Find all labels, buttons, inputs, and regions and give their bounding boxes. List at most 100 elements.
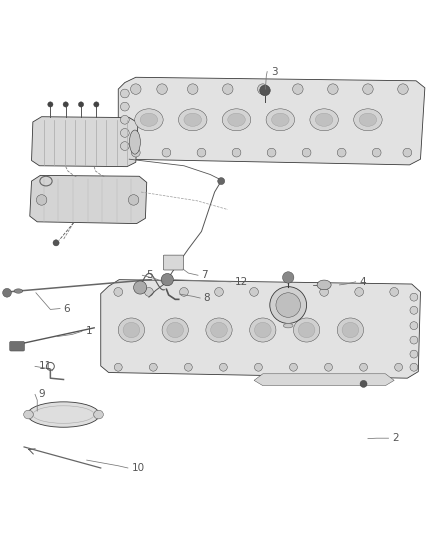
Circle shape xyxy=(395,364,403,371)
Ellipse shape xyxy=(298,322,315,338)
Ellipse shape xyxy=(118,318,145,342)
Circle shape xyxy=(197,148,206,157)
Circle shape xyxy=(360,381,367,387)
Ellipse shape xyxy=(283,324,293,328)
Text: 8: 8 xyxy=(204,293,210,303)
Circle shape xyxy=(258,84,268,94)
Circle shape xyxy=(161,273,173,286)
Circle shape xyxy=(53,240,59,246)
Circle shape xyxy=(184,364,192,371)
Polygon shape xyxy=(101,280,420,378)
Circle shape xyxy=(260,85,270,96)
Circle shape xyxy=(120,115,129,124)
Ellipse shape xyxy=(254,322,271,338)
Ellipse shape xyxy=(272,113,289,126)
Text: 5: 5 xyxy=(146,270,152,280)
Circle shape xyxy=(363,84,373,94)
Circle shape xyxy=(114,287,123,296)
Circle shape xyxy=(270,287,307,324)
Circle shape xyxy=(145,287,153,296)
Circle shape xyxy=(134,281,147,294)
Circle shape xyxy=(328,84,338,94)
Circle shape xyxy=(267,148,276,157)
Circle shape xyxy=(63,102,68,107)
Ellipse shape xyxy=(353,109,382,131)
Circle shape xyxy=(302,148,311,157)
Text: 6: 6 xyxy=(64,304,70,313)
Circle shape xyxy=(218,177,225,184)
Polygon shape xyxy=(254,374,394,386)
Circle shape xyxy=(3,288,11,297)
Ellipse shape xyxy=(337,318,364,342)
Ellipse shape xyxy=(211,322,227,338)
Circle shape xyxy=(360,364,367,371)
Ellipse shape xyxy=(130,130,140,154)
Circle shape xyxy=(398,84,408,94)
Circle shape xyxy=(94,102,99,107)
Ellipse shape xyxy=(162,318,188,342)
Circle shape xyxy=(223,84,233,94)
Ellipse shape xyxy=(167,322,184,338)
Circle shape xyxy=(149,364,157,371)
Circle shape xyxy=(355,287,364,296)
Circle shape xyxy=(215,287,223,296)
Ellipse shape xyxy=(178,109,207,131)
Circle shape xyxy=(403,148,412,157)
Ellipse shape xyxy=(206,318,232,342)
Circle shape xyxy=(120,102,129,111)
Polygon shape xyxy=(30,175,147,223)
Ellipse shape xyxy=(14,289,23,293)
Ellipse shape xyxy=(293,318,320,342)
Circle shape xyxy=(232,148,241,157)
Circle shape xyxy=(410,306,418,314)
Circle shape xyxy=(254,364,262,371)
Circle shape xyxy=(285,287,293,296)
Circle shape xyxy=(131,84,141,94)
Circle shape xyxy=(219,364,227,371)
Circle shape xyxy=(120,128,129,138)
Circle shape xyxy=(283,272,294,283)
Ellipse shape xyxy=(342,322,359,338)
Circle shape xyxy=(78,102,84,107)
Circle shape xyxy=(293,84,303,94)
Ellipse shape xyxy=(228,113,245,126)
Ellipse shape xyxy=(359,113,377,126)
Circle shape xyxy=(410,293,418,301)
Ellipse shape xyxy=(140,113,158,126)
Polygon shape xyxy=(32,117,138,167)
Circle shape xyxy=(390,287,399,296)
Ellipse shape xyxy=(315,113,333,126)
Circle shape xyxy=(128,195,139,205)
Circle shape xyxy=(320,287,328,296)
Polygon shape xyxy=(118,77,425,165)
Ellipse shape xyxy=(250,318,276,342)
Ellipse shape xyxy=(266,109,294,131)
Ellipse shape xyxy=(184,113,201,126)
Circle shape xyxy=(180,287,188,296)
Circle shape xyxy=(120,89,129,98)
Circle shape xyxy=(410,350,418,358)
Ellipse shape xyxy=(27,402,100,427)
Ellipse shape xyxy=(135,109,163,131)
Ellipse shape xyxy=(94,410,103,419)
Circle shape xyxy=(162,148,171,157)
Circle shape xyxy=(120,142,129,150)
Ellipse shape xyxy=(123,322,140,338)
Circle shape xyxy=(48,102,53,107)
Ellipse shape xyxy=(24,410,33,419)
Circle shape xyxy=(325,364,332,371)
Circle shape xyxy=(187,84,198,94)
Text: 10: 10 xyxy=(131,463,145,473)
Circle shape xyxy=(290,364,297,371)
Circle shape xyxy=(410,364,418,371)
Circle shape xyxy=(131,148,140,157)
FancyBboxPatch shape xyxy=(10,342,25,351)
Ellipse shape xyxy=(317,280,331,290)
Text: 3: 3 xyxy=(271,67,277,77)
Ellipse shape xyxy=(222,109,251,131)
Text: 4: 4 xyxy=(359,277,366,287)
Text: 2: 2 xyxy=(392,433,399,443)
Ellipse shape xyxy=(12,343,21,349)
Circle shape xyxy=(157,84,167,94)
Circle shape xyxy=(337,148,346,157)
